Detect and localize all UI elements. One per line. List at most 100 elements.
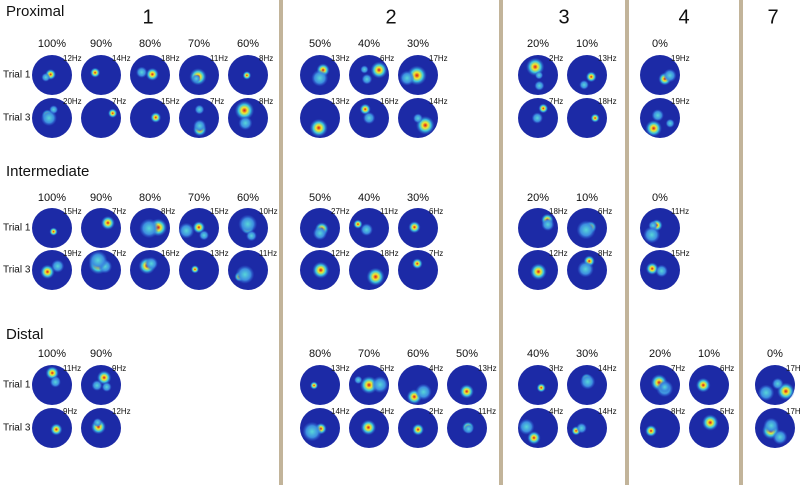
field <box>178 222 195 239</box>
heatmap <box>300 55 340 95</box>
field <box>534 80 545 91</box>
rate-label: 7Hz <box>429 249 443 258</box>
rate-label: 11Hz <box>478 407 496 416</box>
rate-label: 8Hz <box>671 407 685 416</box>
heatmap <box>130 98 170 138</box>
field <box>242 71 252 80</box>
arena <box>640 408 680 448</box>
heatmap <box>349 55 389 95</box>
field <box>370 61 388 79</box>
percent-label: 90% <box>90 192 112 204</box>
percent-label: 40% <box>358 192 380 204</box>
heatmap <box>518 250 558 290</box>
field <box>579 80 589 90</box>
rate-label: 7Hz <box>210 97 224 106</box>
percent-label: 20% <box>527 38 549 50</box>
heatmap <box>228 208 268 248</box>
heatmap <box>755 365 795 405</box>
percent-label: 30% <box>576 348 598 360</box>
rate-label: 8Hz <box>259 54 273 63</box>
heatmap <box>689 408 729 448</box>
trial-label: Trial 1 <box>3 223 31 234</box>
percent-label: 40% <box>527 348 549 360</box>
field <box>459 384 474 399</box>
arena <box>81 55 121 95</box>
rate-label: 8Hz <box>161 207 175 216</box>
rate-label: 7Hz <box>112 207 126 216</box>
percent-label: 90% <box>90 38 112 50</box>
field <box>234 100 255 121</box>
percent-label: 50% <box>309 38 331 50</box>
field <box>534 71 544 80</box>
heatmap <box>567 250 607 290</box>
rate-label: 8Hz <box>259 97 273 106</box>
percent-label: 20% <box>649 348 671 360</box>
field <box>663 68 677 83</box>
arena <box>567 408 607 448</box>
column-label: 3 <box>558 6 569 28</box>
heatmap <box>300 365 340 405</box>
field <box>538 103 549 114</box>
field <box>518 418 535 435</box>
heatmap <box>300 98 340 138</box>
rate-label: 6Hz <box>720 364 734 373</box>
rate-label: 5Hz <box>380 364 394 373</box>
percent-label: 10% <box>576 192 598 204</box>
field <box>40 264 55 280</box>
divider <box>499 0 503 485</box>
percent-label: 70% <box>188 192 210 204</box>
field <box>360 65 369 74</box>
field <box>645 262 659 275</box>
percent-label: 50% <box>309 192 331 204</box>
trial-label: Trial 3 <box>3 265 31 276</box>
rate-label: 14Hz <box>598 364 617 373</box>
rate-label: 14Hz <box>429 97 448 106</box>
percent-label: 10% <box>698 348 720 360</box>
arena <box>398 250 438 290</box>
rate-label: 16Hz <box>380 97 399 106</box>
heatmap <box>518 55 558 95</box>
rate-label: 13Hz <box>331 54 350 63</box>
percent-label: 60% <box>237 192 259 204</box>
heatmap <box>32 55 72 95</box>
heatmap <box>398 408 438 448</box>
field <box>238 214 258 234</box>
field <box>49 376 61 388</box>
rate-label: 20Hz <box>63 97 82 106</box>
arena <box>179 98 219 138</box>
field <box>136 66 148 78</box>
rate-label: 9Hz <box>63 407 77 416</box>
rate-label: 7Hz <box>112 97 126 106</box>
heatmap <box>32 408 72 448</box>
rate-label: 7Hz <box>549 97 563 106</box>
heatmap <box>81 55 121 95</box>
rate-label: 12Hz <box>63 54 82 63</box>
heatmap <box>567 208 607 248</box>
rate-label: 2Hz <box>429 407 443 416</box>
rate-label: 15Hz <box>210 207 229 216</box>
percent-label: 90% <box>90 348 112 360</box>
heatmap <box>130 208 170 248</box>
rate-label: 3Hz <box>549 364 563 373</box>
rate-label: 19Hz <box>63 249 82 258</box>
field <box>772 429 788 445</box>
column-label: 2 <box>385 6 396 28</box>
field <box>190 265 200 274</box>
column-label: 4 <box>678 6 689 28</box>
rate-label: 19Hz <box>671 97 690 106</box>
rate-label: 17Hz <box>786 364 800 373</box>
field <box>139 218 159 239</box>
rate-label: 15Hz <box>161 97 180 106</box>
rate-label: 2Hz <box>549 54 563 63</box>
field <box>312 261 330 279</box>
field <box>49 227 58 236</box>
percent-label: 10% <box>576 38 598 50</box>
field <box>659 381 671 393</box>
field <box>360 419 377 436</box>
field <box>144 256 158 271</box>
heatmap <box>398 98 438 138</box>
heatmap <box>81 408 121 448</box>
heatmap <box>398 208 438 248</box>
field <box>107 108 118 118</box>
heatmap <box>447 408 487 448</box>
